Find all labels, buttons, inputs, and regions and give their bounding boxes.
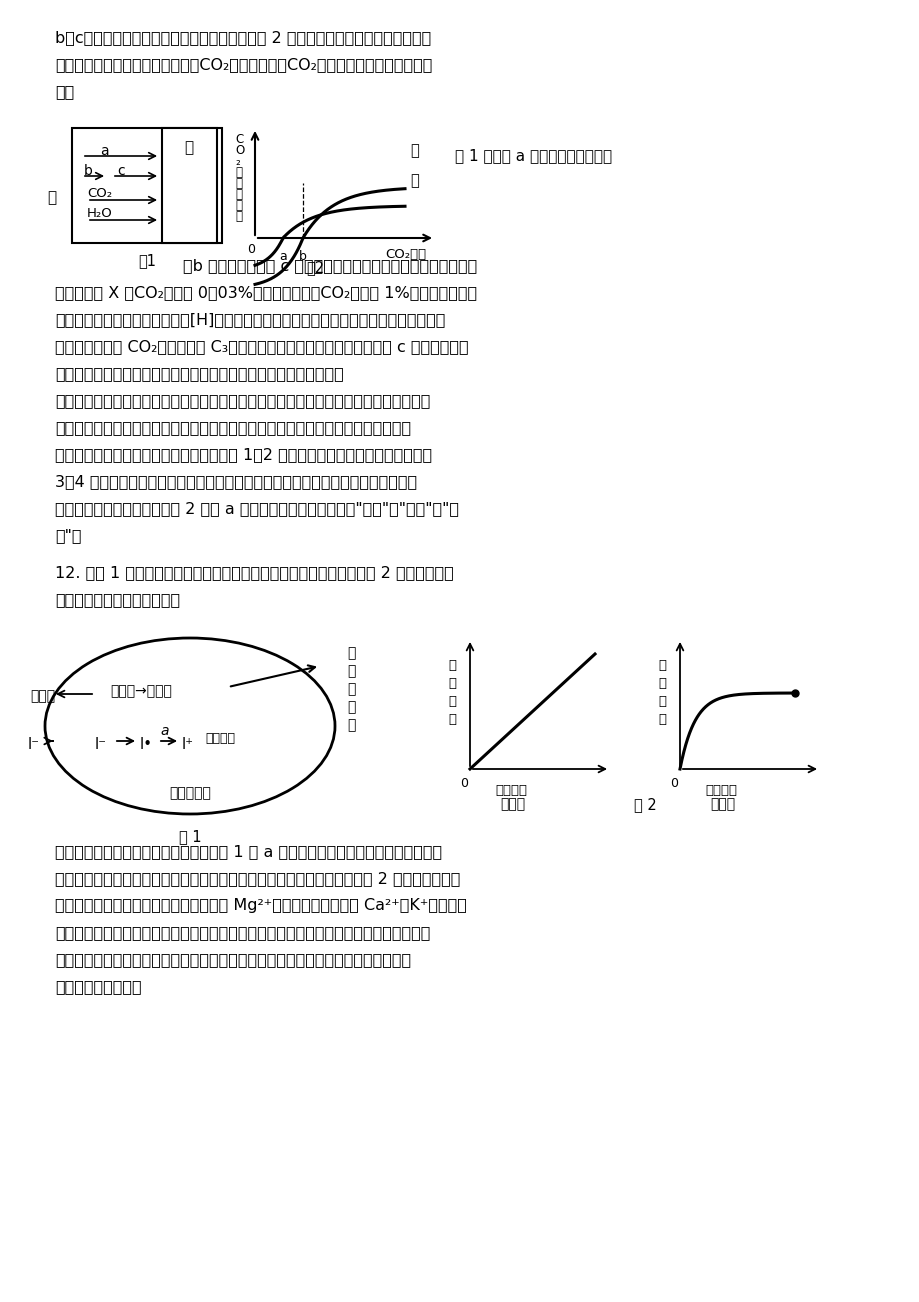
- Text: 等物质的吸收没有受到影响，其原因是　　　　，这表明细胞膜具有的特性是　　　　．: 等物质的吸收没有受到影响，其原因是 ，这表明细胞膜具有的特性是 ．: [55, 924, 430, 940]
- Text: 丙的叶片的滤纸条上以滤液细线为起点的第 1、2 条色素带宽度与丁的叶片相当，而第: 丙的叶片的滤纸条上以滤液细线为起点的第 1、2 条色素带宽度与丁的叶片相当，而第: [55, 447, 432, 462]
- Text: CO₂浓度: CO₂浓度: [384, 247, 425, 260]
- Text: ．对绿叶中色素进行分离时，所用: ．对绿叶中色素进行分离时，所用: [55, 393, 430, 408]
- Text: 光较少。若适当增强光照，图 2 中的 a 点将　　　　　　　．（填"左移"、"右移"或"不: 光较少。若适当增强光照，图 2 中的 a 点将 ．（填"左移"、"右移"或"不: [55, 501, 459, 516]
- Text: 甲状腺细胞分泌甲状腺球蛋白过程中体现了细胞内生物膜的　　和结构相似，在结构: 甲状腺细胞分泌甲状腺球蛋白过程中体现了细胞内生物膜的 和结构相似，在结构: [55, 952, 411, 967]
- Text: 乙: 乙: [184, 141, 193, 155]
- Text: 速: 速: [234, 199, 242, 212]
- Text: 输: 输: [657, 677, 665, 690]
- Text: 状: 状: [346, 664, 355, 678]
- Text: （甲）: （甲）: [499, 797, 525, 811]
- Text: 白: 白: [346, 717, 355, 732]
- Text: b: b: [299, 250, 307, 263]
- Text: 运输方式，请据图回答问题：: 运输方式，请据图回答问题：: [55, 592, 180, 607]
- Text: 丙: 丙: [410, 143, 418, 158]
- Text: ，b 的产生和分解为 c 的场所分别是　　　　　　　　　　　　。: ，b 的产生和分解为 c 的场所分别是 。: [55, 258, 477, 273]
- Text: 和　　上紧密联系。: 和 上紧密联系。: [55, 979, 142, 993]
- Text: 甲: 甲: [47, 190, 56, 204]
- Text: 图 1: 图 1: [178, 829, 201, 844]
- Text: 图1: 图1: [138, 253, 156, 268]
- Text: 浓度梯度: 浓度梯度: [494, 784, 527, 797]
- Text: b: b: [84, 164, 93, 178]
- Bar: [72, 128, 221, 243]
- Text: I•: I•: [140, 737, 153, 753]
- Text: a: a: [278, 250, 287, 263]
- Text: 0: 0: [460, 777, 468, 790]
- Text: C: C: [234, 133, 243, 146]
- Text: I⁻: I⁻: [95, 737, 107, 753]
- Text: 输: 输: [448, 677, 456, 690]
- Text: 他条件不变的情况下，叶绻体中[H]的含量将　　　　　　　　　．若对该植物突然停止光: 他条件不变的情况下，叶绻体中[H]的含量将 ．若对该植物突然停止光: [55, 312, 445, 327]
- Text: 运: 运: [448, 659, 456, 672]
- Text: 甲状腺细胞: 甲状腺细胞: [169, 786, 210, 799]
- Text: 0: 0: [246, 243, 255, 256]
- Text: 细胞内的碘浓度远远高于血浆，这表明图 1 中 a 过程跨膜运输的方式是　　　　，这种: 细胞内的碘浓度远远高于血浆，这表明图 1 中 a 过程跨膜运输的方式是 ，这种: [55, 844, 442, 859]
- Text: a: a: [100, 145, 108, 158]
- Text: 若将该植物 X 从CO₂浓度为 0．03%的环境中转移到CO₂浓度为 1%的环境中，在其: 若将该植物 X 从CO₂浓度为 0．03%的环境中转移到CO₂浓度为 1%的环境…: [55, 285, 477, 299]
- Text: 吸: 吸: [234, 177, 242, 190]
- Text: 题：: 题：: [55, 85, 74, 99]
- Text: O: O: [234, 145, 244, 158]
- Text: 3、4 条色素带宽度则明显较小。则相对于丁叶片而言，丙吸收的　　　　　　色的: 3、4 条色素带宽度则明显较小。则相对于丁叶片而言，丙吸收的 色的: [55, 474, 416, 490]
- Text: c: c: [117, 164, 124, 178]
- Text: 若对离体的心肌细胞使用某种毒素，结果 Mg²⁺的吸收显著减少，而 Ca²⁺、K⁺、葡萄糖: 若对离体的心肌细胞使用某种毒素，结果 Mg²⁺的吸收显著减少，而 Ca²⁺、K⁺…: [55, 898, 466, 913]
- Text: 运输方式对活细胞的生理意义是　　　　　　．苯进出细胞的方式一般是图 2 中的　　　　．: 运输方式对活细胞的生理意义是 ．苯进出细胞的方式一般是图 2 中的 ．: [55, 871, 460, 885]
- Text: 图 2: 图 2: [633, 797, 655, 812]
- Text: 浓度梯度: 浓度梯度: [704, 784, 736, 797]
- Text: 运: 运: [657, 659, 665, 672]
- Text: CO₂: CO₂: [87, 187, 112, 201]
- Text: 蛋: 蛋: [346, 700, 355, 713]
- Text: 动"）: 动"）: [55, 529, 82, 543]
- Text: 的试剂是　　　　　　．多次取等量丙、丁叶片，对其中的色素提取和分离，观察到: 的试剂是 ．多次取等量丙、丁叶片，对其中的色素提取和分离，观察到: [55, 421, 411, 435]
- Text: 腺: 腺: [346, 682, 355, 697]
- Text: 0: 0: [669, 777, 677, 790]
- Text: ₂: ₂: [234, 155, 240, 168]
- Text: 率: 率: [234, 210, 242, 223]
- Text: 度: 度: [657, 713, 665, 727]
- Text: 照，但充分供给 CO₂，则细胞内 C₃的含量将会　　　　　　　　　．物质 c 若不进入乙，: 照，但充分供给 CO₂，则细胞内 C₃的含量将会 ．物质 c 若不进入乙，: [55, 339, 468, 354]
- Text: （乙）: （乙）: [709, 797, 734, 811]
- Text: a: a: [160, 724, 168, 738]
- Text: 净: 净: [234, 165, 242, 178]
- Text: I⁺: I⁺: [182, 737, 194, 753]
- Bar: [162, 128, 217, 243]
- Text: （碘化）: （碘化）: [205, 732, 234, 745]
- Text: 图2: 图2: [306, 260, 323, 275]
- Text: 甲: 甲: [346, 646, 355, 660]
- Text: 图 1 中产生 a 的过程进行的场所是: 图 1 中产生 a 的过程进行的场所是: [455, 148, 611, 163]
- Text: 度: 度: [448, 713, 456, 727]
- Text: 丁: 丁: [410, 173, 418, 187]
- Text: I⁻: I⁻: [28, 737, 40, 753]
- Text: 照强度下，丙、丁两种植物叶片的CO₂净吸收速率与CO₂浓度的关系。请回答下列问: 照强度下，丙、丁两种植物叶片的CO₂净吸收速率与CO₂浓度的关系。请回答下列问: [55, 57, 432, 72]
- Text: 收: 收: [234, 187, 242, 201]
- Text: 浓: 浓: [657, 695, 665, 708]
- Text: 浓: 浓: [448, 695, 456, 708]
- Text: 则可在缺氧条件下继续在细胞质基质中进行反应，请写出总反应式：: 则可在缺氧条件下继续在细胞质基质中进行反应，请写出总反应式：: [55, 366, 344, 381]
- Text: b、c表示物质，甲和乙分别表示某种细胞器；图 2 表示在适宜温度、水分和一定的光: b、c表示物质，甲和乙分别表示某种细胞器；图 2 表示在适宜温度、水分和一定的光: [55, 30, 431, 46]
- Text: 12. 下图 1 是人甲状腺细胞摄取原料合成甲状腺球蛋白的基本过程，图 2 表示两种跨膜: 12. 下图 1 是人甲状腺细胞摄取原料合成甲状腺球蛋白的基本过程，图 2 表示…: [55, 565, 453, 579]
- Text: H₂O: H₂O: [87, 207, 113, 220]
- Text: 氨基酸→蛋白质: 氨基酸→蛋白质: [110, 684, 172, 698]
- Text: 氨基酸: 氨基酸: [30, 689, 55, 703]
